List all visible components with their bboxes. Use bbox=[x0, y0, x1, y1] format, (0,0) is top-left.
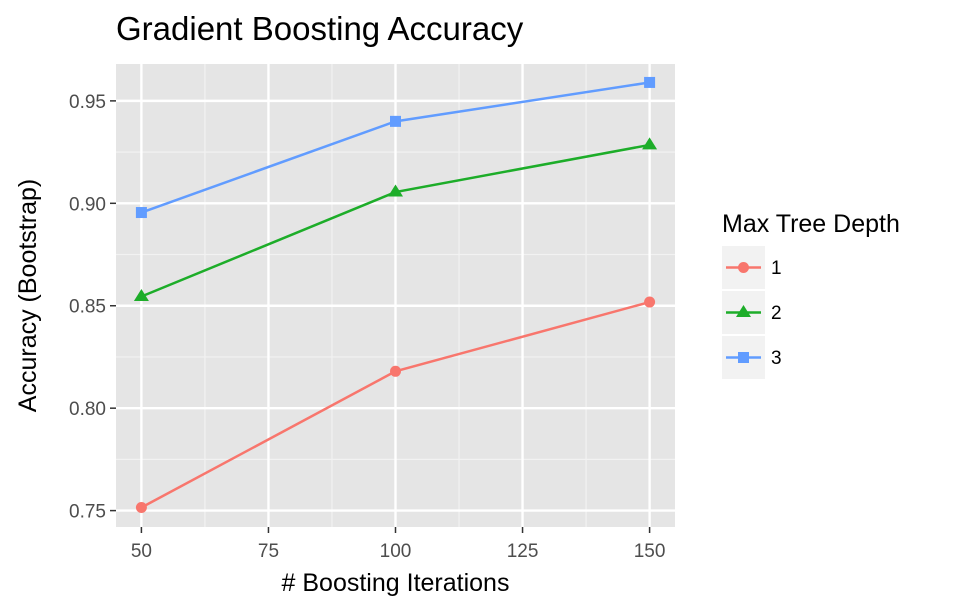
series-layer bbox=[133, 76, 658, 514]
data-point-1 bbox=[644, 296, 656, 308]
grid-lines bbox=[116, 64, 675, 527]
y-tick-label: 0.95 bbox=[69, 92, 106, 113]
legend-key-marker bbox=[736, 305, 751, 317]
legend-item-2: 2 bbox=[722, 291, 782, 334]
series-3 bbox=[135, 76, 656, 219]
x-axis-title: # Boosting Iterations bbox=[282, 569, 510, 597]
data-point-2 bbox=[388, 184, 403, 197]
series-1 bbox=[135, 296, 656, 514]
y-axis-title: Accuracy (Bootstrap) bbox=[14, 179, 42, 412]
data-point-1 bbox=[135, 502, 147, 514]
x-tick-label: 75 bbox=[258, 541, 279, 562]
legend: Max Tree Depth 1 2 3 bbox=[722, 210, 900, 379]
data-point-3 bbox=[135, 207, 147, 219]
legend-label: 2 bbox=[771, 303, 782, 324]
chart-title: Gradient Boosting Accuracy bbox=[116, 10, 524, 47]
data-point-3 bbox=[644, 76, 656, 88]
x-tick-label: 125 bbox=[507, 541, 539, 562]
data-point-2 bbox=[642, 137, 658, 150]
data-point-2 bbox=[133, 289, 149, 302]
series-2 bbox=[133, 137, 658, 302]
x-tick-label: 150 bbox=[634, 541, 666, 562]
y-axis: 0.75 0.80 0.85 0.90 0.95 bbox=[69, 92, 116, 523]
y-tick-label: 0.85 bbox=[69, 297, 106, 318]
legend-title: Max Tree Depth bbox=[722, 210, 900, 238]
x-tick-label: 50 bbox=[131, 541, 152, 562]
legend-item-3: 3 bbox=[722, 336, 782, 379]
legend-key-marker bbox=[738, 352, 749, 363]
y-tick-label: 0.90 bbox=[69, 194, 106, 215]
data-point-1 bbox=[390, 365, 401, 377]
data-point-3 bbox=[390, 115, 401, 127]
legend-item-1: 1 bbox=[722, 246, 782, 289]
x-tick-label: 100 bbox=[380, 541, 412, 562]
legend-label: 1 bbox=[771, 258, 782, 279]
y-tick-label: 0.80 bbox=[69, 399, 106, 420]
legend-key-marker bbox=[738, 262, 749, 273]
legend-label: 3 bbox=[771, 348, 782, 369]
x-axis: 50 75 100 125 150 bbox=[131, 527, 666, 562]
y-tick-label: 0.75 bbox=[69, 502, 106, 523]
